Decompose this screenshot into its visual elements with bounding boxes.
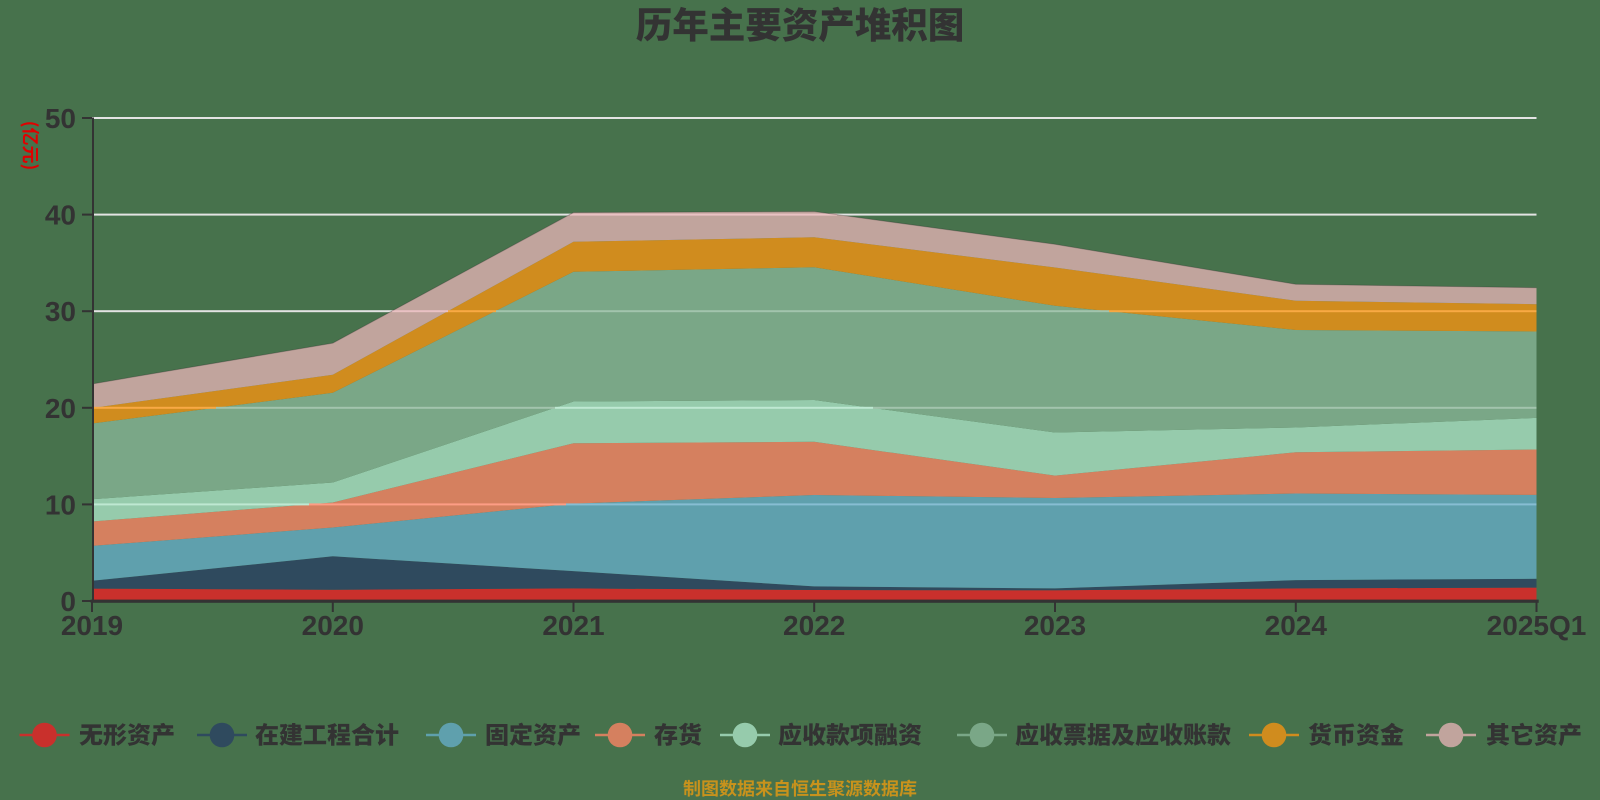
svg-text:2020: 2020 [302, 610, 364, 641]
svg-text:10: 10 [45, 489, 76, 520]
svg-text:50: 50 [45, 103, 76, 134]
svg-text:2025Q1: 2025Q1 [1487, 610, 1587, 641]
svg-text:2024: 2024 [1265, 610, 1328, 641]
svg-text:2023: 2023 [1024, 610, 1086, 641]
svg-text:40: 40 [45, 200, 76, 231]
svg-text:2019: 2019 [61, 610, 123, 641]
svg-text:20: 20 [45, 393, 76, 424]
svg-text:2022: 2022 [783, 610, 845, 641]
svg-text:30: 30 [45, 296, 76, 327]
svg-text:0: 0 [60, 586, 76, 617]
svg-text:2021: 2021 [542, 610, 604, 641]
